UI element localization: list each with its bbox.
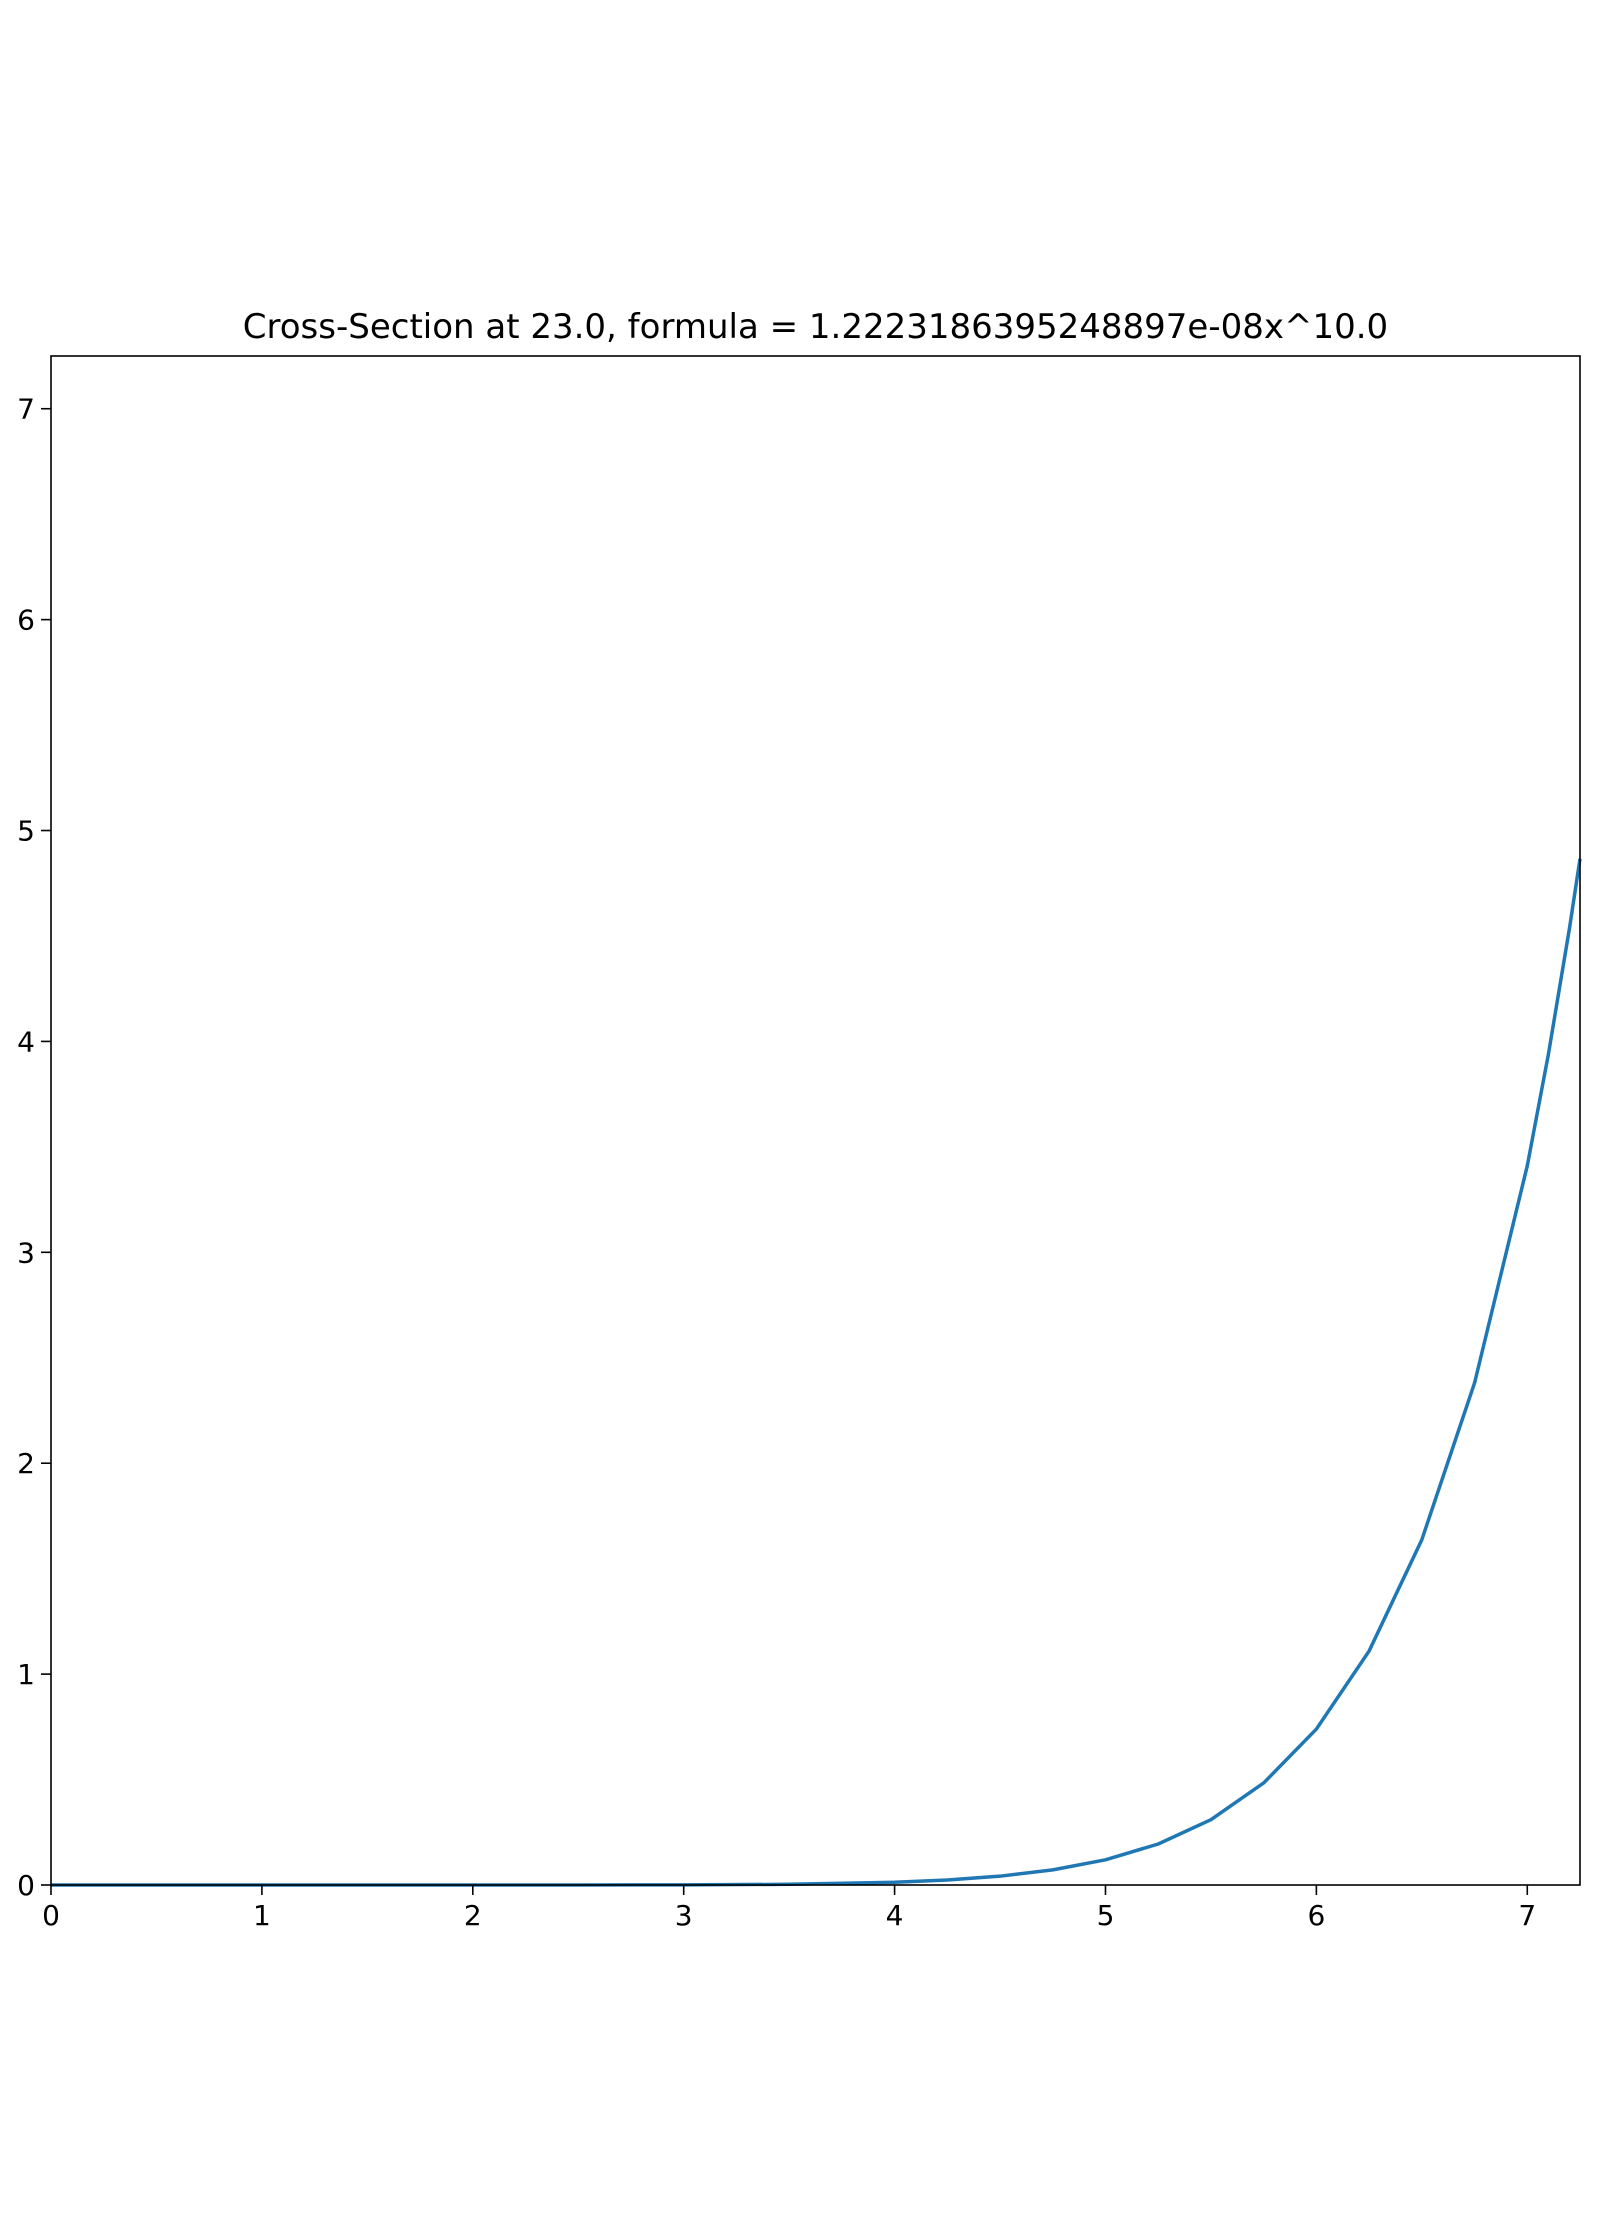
y-tick-label: 1 <box>17 1658 35 1691</box>
x-tick-label: 4 <box>886 1899 904 1932</box>
y-tick-label: 6 <box>17 604 35 637</box>
y-tick-label: 3 <box>17 1236 35 1269</box>
y-tick-label: 0 <box>17 1869 35 1902</box>
x-tick-label: 0 <box>42 1899 60 1932</box>
x-tick-label: 6 <box>1307 1899 1325 1932</box>
x-tick-label: 7 <box>1518 1899 1536 1932</box>
axes-frame <box>50 355 1581 1886</box>
y-tick-label: 2 <box>17 1447 35 1480</box>
y-tick-label: 7 <box>17 393 35 426</box>
x-tick-label: 1 <box>253 1899 271 1932</box>
y-tick-label: 4 <box>17 1025 35 1058</box>
plot-area <box>51 858 1582 1887</box>
chart-title: Cross-Section at 23.0, formula = 1.22231… <box>243 307 1388 347</box>
x-axis: 0 1 2 3 4 5 6 7 <box>42 1885 1536 1932</box>
y-tick-label: 5 <box>17 815 35 848</box>
x-tick-label: 5 <box>1097 1899 1115 1932</box>
x-tick-label: 3 <box>675 1899 693 1932</box>
y-axis: 0 1 2 3 4 5 6 7 <box>17 393 51 1902</box>
x-tick-label: 2 <box>464 1899 482 1932</box>
series-line-0 <box>51 858 1582 1887</box>
